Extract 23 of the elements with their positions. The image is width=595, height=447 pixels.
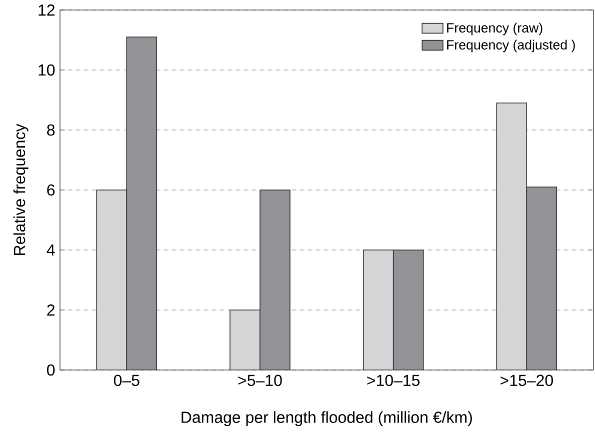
x-tick-label: >10–15 <box>367 374 420 386</box>
bar <box>126 36 158 370</box>
bar <box>230 310 260 370</box>
y-axis-title: Relative frequency <box>13 124 28 255</box>
y-tick-label: 4 <box>46 244 55 256</box>
x-axis-title: Damage per length flooded (million €/km) <box>182 411 472 426</box>
y-tick-label: 10 <box>38 64 55 76</box>
y-tick-label: 12 <box>38 4 54 16</box>
y-tick-label: 8 <box>47 124 55 136</box>
legend-label: Frequency (raw) <box>447 22 542 36</box>
bar <box>496 102 528 370</box>
bar <box>96 190 128 370</box>
y-tick-label: 6 <box>47 184 55 196</box>
bar <box>260 190 290 370</box>
bar <box>362 250 394 370</box>
x-tick-label: 0–5 <box>114 374 140 386</box>
y-tick-label: 0 <box>47 364 55 376</box>
y-tick-label: 2 <box>47 304 54 316</box>
bar <box>392 250 424 370</box>
x-tick-label: >15–20 <box>500 374 553 386</box>
legend-label: Frequency (adjusted ) <box>447 40 575 52</box>
bar <box>526 186 558 370</box>
x-tick-label: >5–10 <box>238 374 282 386</box>
